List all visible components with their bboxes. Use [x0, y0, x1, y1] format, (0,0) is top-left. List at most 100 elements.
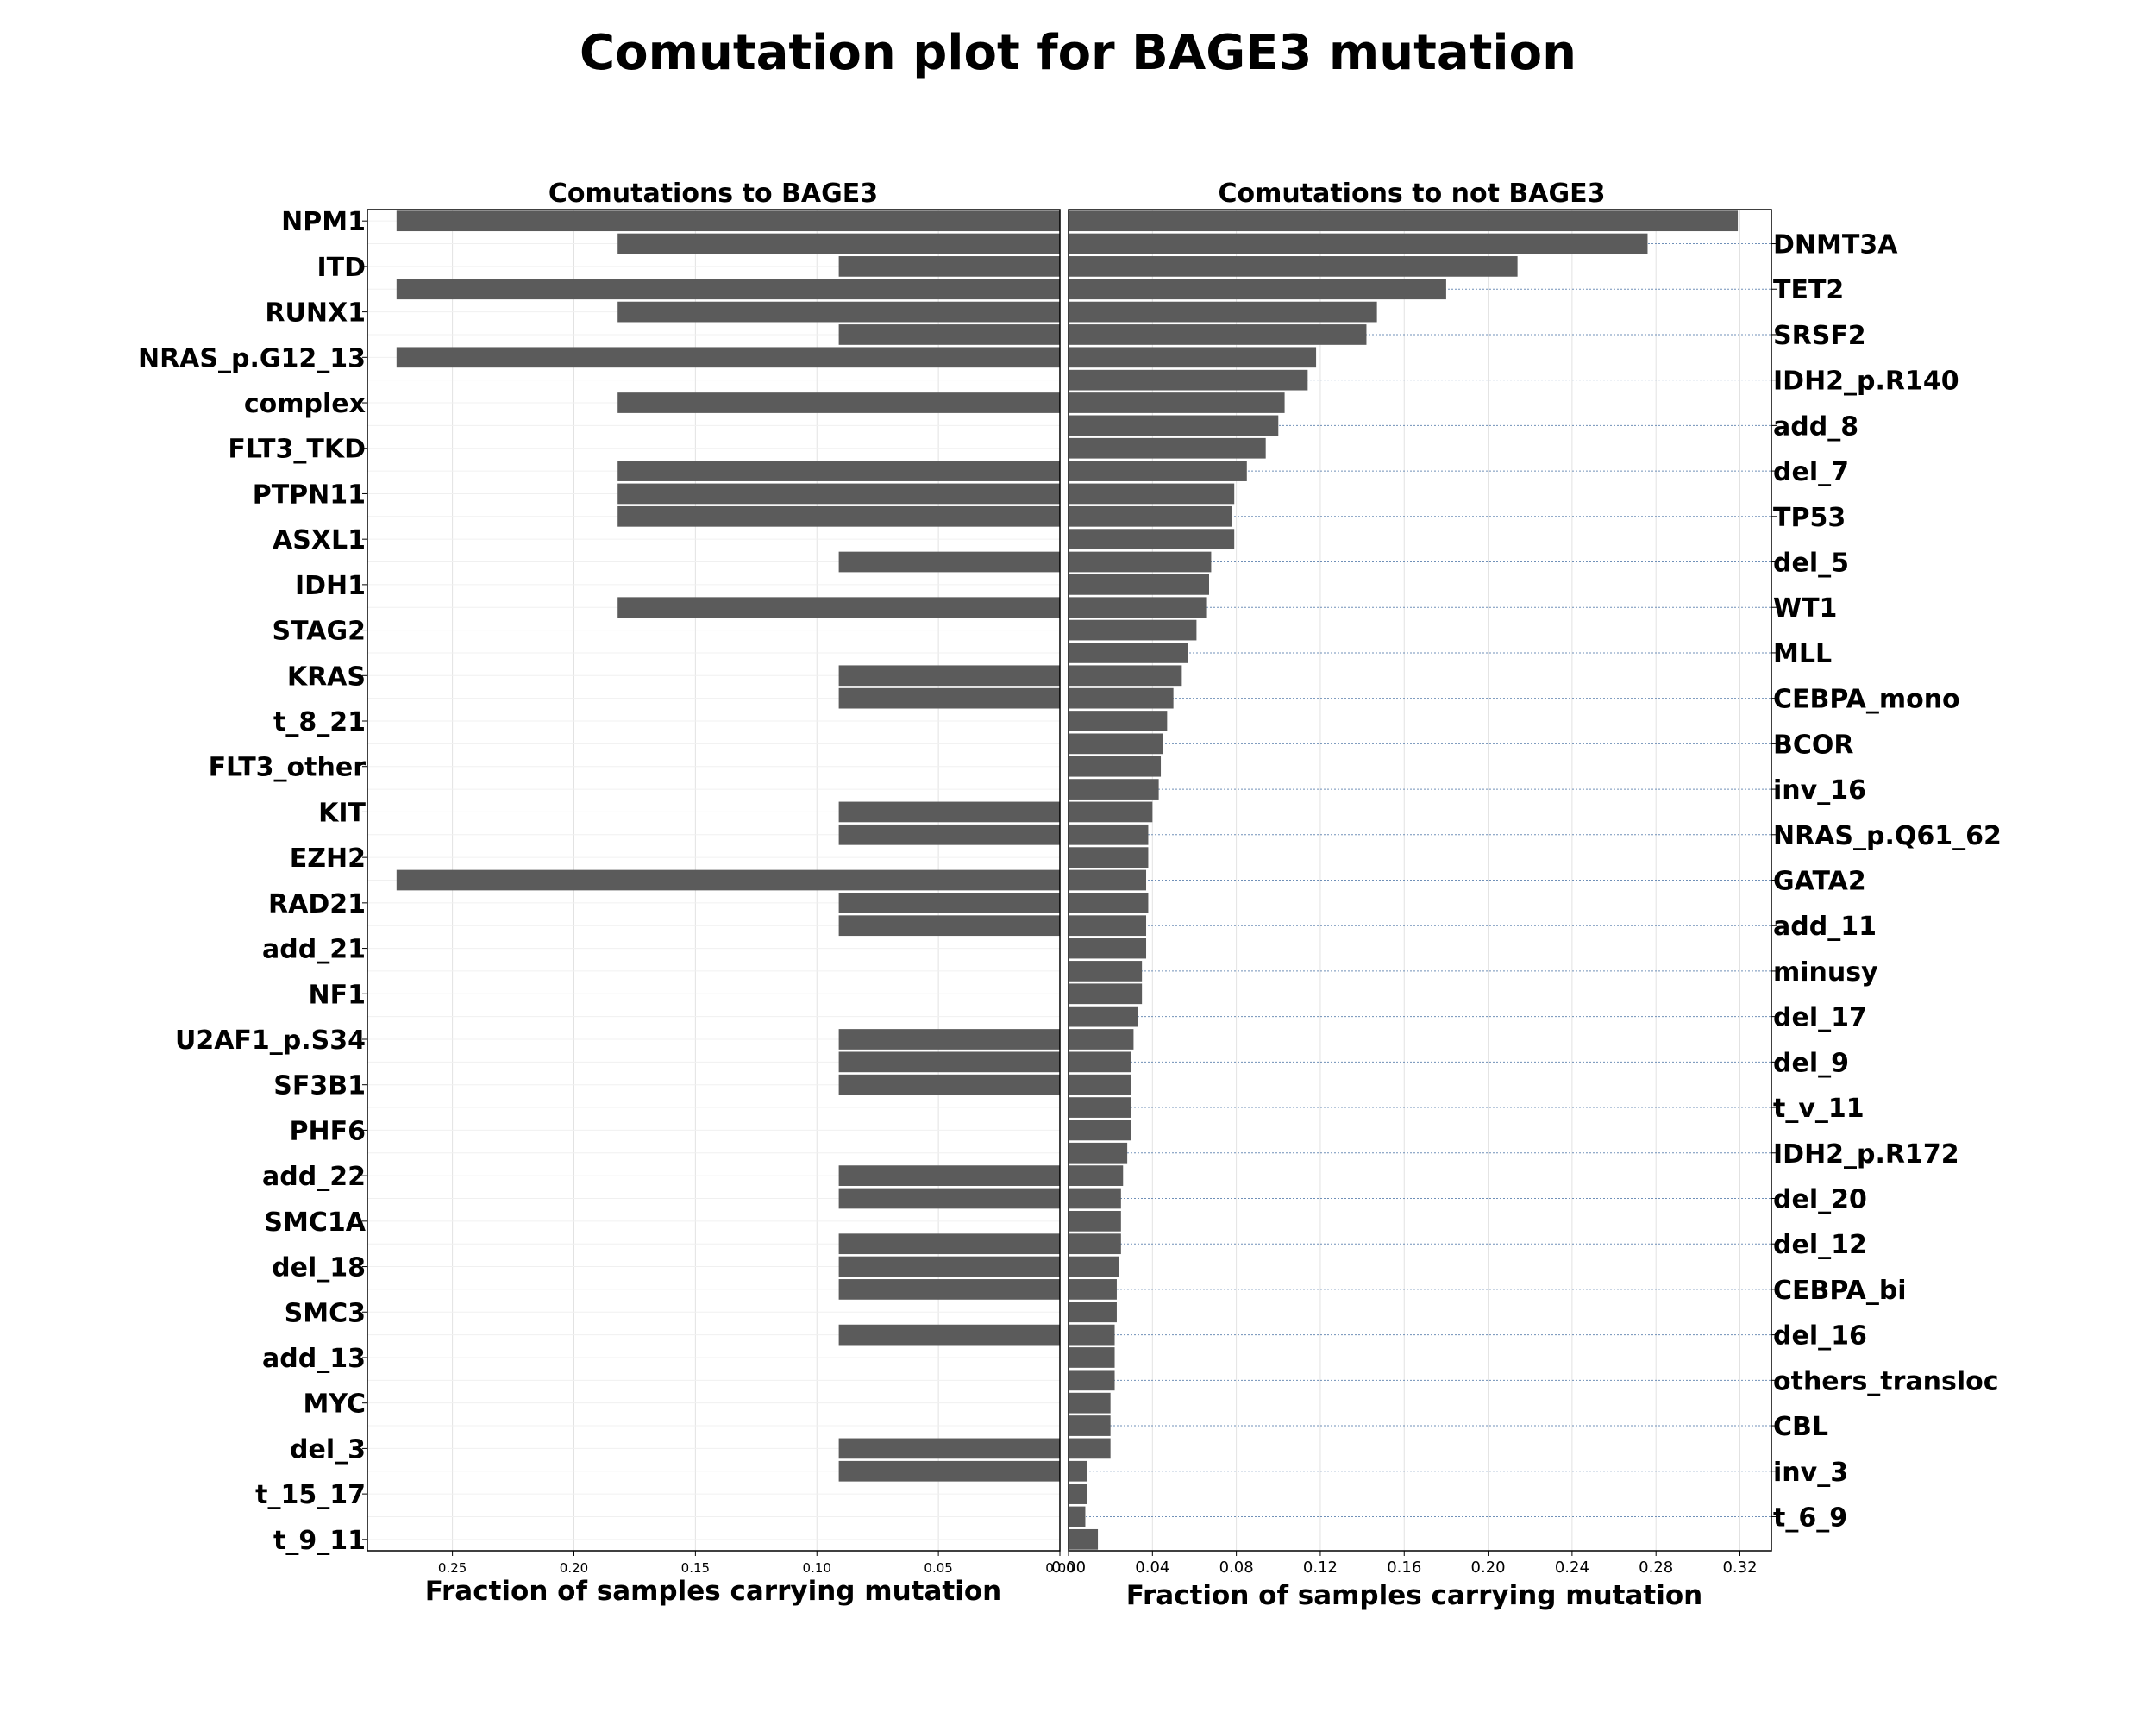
left-y-label: NRAS_p.G12_13 — [138, 343, 366, 373]
right-bar — [1069, 1279, 1117, 1300]
right-y-tick-labels: DNMT3A TET2 SRSF2 IDH2_p.R140 add_8 del_7 TP53… — [1771, 230, 2002, 1533]
left-bar — [838, 892, 1060, 913]
right-bar — [1069, 892, 1149, 913]
right-x-axis-label: Fraction of samples carrying mutation — [1126, 1580, 1702, 1611]
right-bar — [1069, 847, 1149, 869]
right-bar — [1069, 1347, 1115, 1368]
right-panel: Comutations to not BAGE3 0.00 0.04 0.08 0.1… — [1051, 179, 2002, 1611]
right-bar — [1069, 1210, 1121, 1232]
left-y-label: RUNX1 — [265, 298, 366, 329]
right-bar — [1069, 1370, 1115, 1391]
left-bar — [838, 687, 1060, 709]
right-bar — [1069, 961, 1143, 982]
left-y-label: del_18 — [272, 1253, 366, 1283]
right-y-label: SRSF2 — [1773, 321, 1866, 351]
right-bar — [1069, 347, 1317, 368]
right-x-tick-label: 0.08 — [1219, 1559, 1254, 1577]
right-bar — [1069, 301, 1377, 323]
right-y-label: MLL — [1773, 639, 1832, 669]
right-y-label: GATA2 — [1773, 867, 1866, 897]
right-bar — [1069, 210, 1739, 232]
right-bar — [1069, 1233, 1121, 1255]
right-bar — [1069, 643, 1188, 663]
right-y-label: del_17 — [1773, 1003, 1867, 1033]
left-bar — [396, 869, 1060, 891]
right-x-tick-label: 0.12 — [1303, 1559, 1338, 1577]
right-bar — [1069, 1006, 1138, 1027]
left-x-tick-label: 0.25 — [438, 1560, 467, 1576]
right-y-label: WT1 — [1773, 593, 1837, 624]
left-bar — [838, 1233, 1060, 1255]
right-y-label: del_7 — [1773, 457, 1849, 487]
right-bar — [1069, 529, 1235, 550]
left-x-axis-label: Fraction of samples carrying mutation — [425, 1576, 1001, 1607]
right-bar — [1069, 256, 1518, 277]
left-x-tick-labels: 0.25 0.20 0.15 0.10 0.05 0.00 — [438, 1551, 1075, 1576]
right-bar — [1069, 324, 1367, 345]
left-y-label: RAD21 — [268, 889, 366, 919]
left-panel-title: Comutations to BAGE3 — [548, 179, 878, 209]
right-bar — [1069, 1188, 1121, 1209]
left-bar — [617, 597, 1060, 618]
left-y-label: STAG2 — [273, 617, 366, 647]
right-bar — [1069, 1392, 1111, 1414]
left-y-label: NF1 — [309, 980, 366, 1010]
left-y-label: SMC1A — [264, 1208, 366, 1238]
right-x-tick-labels: 0.00 0.04 0.08 0.12 0.16 0.20 0.24 0.28 0.32 — [1051, 1551, 1758, 1577]
right-y-label: CEBPA_bi — [1773, 1276, 1907, 1306]
right-bar — [1069, 279, 1446, 300]
left-y-label: PHF6 — [290, 1116, 366, 1146]
right-bars — [1069, 210, 1739, 1550]
left-panel: Comutations to BAGE3 0.25 0.20 0.15 0.10 0.0… — [138, 179, 1075, 1607]
left-bar — [838, 551, 1060, 573]
left-y-label: FLT3_TKD — [228, 435, 366, 465]
right-x-tick-label: 0.32 — [1722, 1559, 1757, 1577]
left-bar — [396, 347, 1060, 368]
right-y-label: del_12 — [1773, 1230, 1867, 1260]
left-y-label: SMC3 — [285, 1298, 366, 1328]
right-bar — [1069, 1484, 1087, 1504]
left-bar — [838, 801, 1060, 823]
right-bar — [1069, 574, 1209, 595]
left-plot-frame — [367, 209, 1061, 1552]
left-bar — [838, 1165, 1060, 1186]
right-y-label: del_9 — [1773, 1048, 1849, 1078]
left-bar — [838, 256, 1060, 277]
right-x-tick-label: 0.00 — [1051, 1559, 1086, 1577]
right-x-tick-label: 0.16 — [1387, 1559, 1421, 1577]
right-bar — [1069, 1074, 1131, 1095]
right-y-label: t_6_9 — [1773, 1502, 1847, 1533]
right-y-label: CEBPA_mono — [1773, 685, 1960, 715]
right-y-label: del_5 — [1773, 549, 1849, 579]
right-y-label: add_11 — [1773, 912, 1877, 942]
left-y-label: t_8_21 — [273, 707, 366, 737]
left-y-label: EZH2 — [290, 844, 366, 874]
right-x-tick-label: 0.20 — [1471, 1559, 1506, 1577]
left-bar — [617, 461, 1060, 481]
right-x-tick-label: 0.28 — [1639, 1559, 1673, 1577]
left-bar — [838, 665, 1060, 687]
right-bar — [1069, 1460, 1087, 1482]
left-y-label: KRAS — [287, 662, 366, 692]
right-bar — [1069, 415, 1279, 436]
left-bar — [838, 324, 1060, 345]
left-bar — [838, 1279, 1060, 1300]
right-y-label: NRAS_p.Q61_62 — [1773, 821, 2002, 851]
left-bar — [838, 1074, 1060, 1095]
left-bar — [838, 824, 1060, 845]
left-bar — [617, 505, 1060, 527]
right-bar — [1069, 461, 1247, 481]
right-y-label: add_8 — [1773, 411, 1858, 442]
left-y-label: MYC — [303, 1389, 366, 1420]
left-y-label: FLT3_other — [209, 753, 367, 783]
left-bar — [617, 483, 1060, 505]
right-bar — [1069, 369, 1308, 391]
left-bar — [838, 1256, 1060, 1277]
left-y-label: NPM1 — [281, 207, 366, 237]
right-y-label: del_16 — [1773, 1321, 1867, 1352]
right-y-label: DNMT3A — [1773, 230, 1898, 260]
right-bar — [1069, 1438, 1111, 1459]
left-x-tick-label: 0.10 — [803, 1560, 831, 1576]
left-bars — [396, 210, 1060, 1482]
